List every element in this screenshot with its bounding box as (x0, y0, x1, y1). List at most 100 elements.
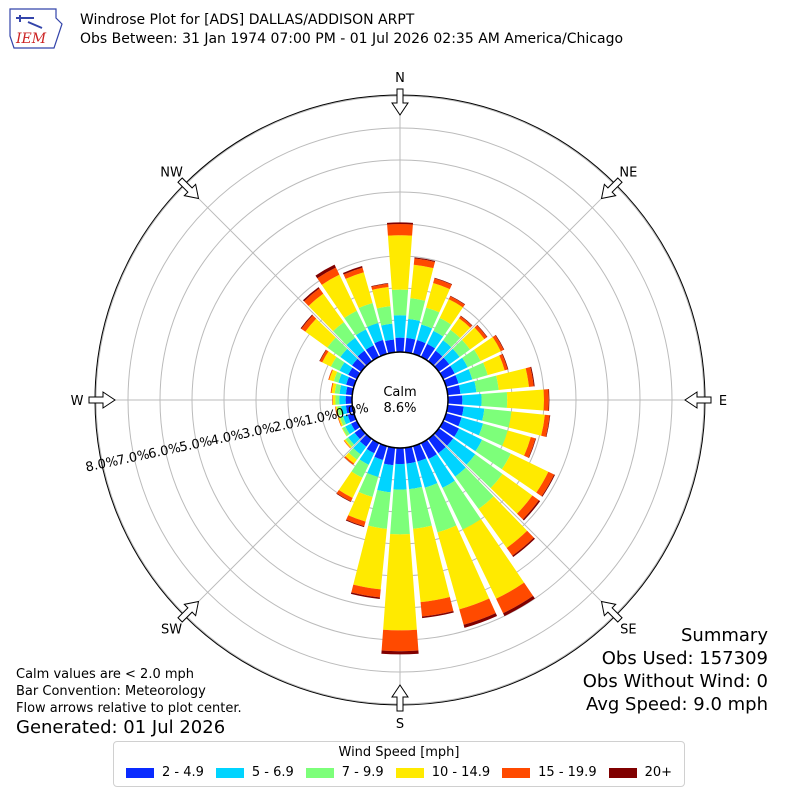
bar-segment (348, 432, 360, 445)
ring-label: 4.0% (209, 427, 244, 449)
bar-segment (355, 329, 374, 350)
bar-segment (383, 534, 417, 631)
bar-segment (447, 438, 476, 465)
bar-segment (468, 362, 488, 380)
bar-segment (448, 296, 465, 308)
bar-segment (386, 222, 414, 225)
bar-segment (353, 441, 367, 455)
bar-segment (302, 287, 320, 302)
grid-spoke (433, 183, 617, 367)
bar-segment (460, 315, 473, 326)
bar-segment (413, 339, 426, 357)
ring-label: 5.0% (178, 434, 213, 456)
bar-segment (351, 459, 369, 478)
bar-segment (446, 404, 464, 416)
bar-segment (340, 348, 358, 366)
bar-segment (495, 334, 505, 350)
legend-items: 2 - 4.9 5 - 6.9 7 - 9.9 10 - 14.9 15 - 19.9 2… (114, 765, 684, 780)
bar-segment (341, 427, 348, 437)
bar-segment (391, 289, 409, 316)
bar-segment (346, 515, 366, 527)
legend-item: 7 - 9.9 (305, 765, 384, 780)
bar-segment (443, 329, 461, 348)
bar-segment (512, 537, 535, 558)
bar-segment (333, 322, 356, 345)
bar-segment (343, 414, 351, 425)
ring-label: 1.0% (303, 407, 338, 429)
bar-segment (337, 417, 342, 427)
bar-segment (328, 369, 333, 380)
bar-segment (300, 314, 313, 329)
flow-arrows (88, 88, 712, 712)
bar-segment (345, 396, 353, 404)
svg-text:IEM: IEM (15, 31, 47, 47)
bar-segment (428, 434, 446, 454)
bar-segment (450, 295, 466, 305)
legend-swatch (305, 767, 334, 778)
direction-label: SW (161, 622, 182, 637)
summary-avg-speed: Avg Speed: 9.0 mph (586, 694, 768, 715)
bar-segment (372, 286, 391, 309)
bar-segment (413, 443, 427, 462)
bar-segment (545, 415, 551, 438)
calm-label: Calm (383, 385, 416, 400)
chart-title: Windrose Plot for [ADS] DALLAS/ADDISON A… (80, 11, 623, 49)
bar-segment (499, 354, 508, 371)
bar-segment (393, 463, 407, 490)
bar-segment (377, 463, 394, 493)
bar-segment (381, 629, 419, 652)
bar-segment (404, 446, 416, 464)
bar-segment (434, 277, 453, 285)
ring-label: 2.0% (272, 414, 307, 436)
direction-label: NE (619, 166, 637, 181)
bar-segment (344, 439, 352, 448)
bar-segment (478, 423, 508, 446)
bar-segment (345, 519, 365, 528)
ring-label: 7.0% (116, 447, 151, 469)
note-bar-convention: Bar Convention: Meteorology (16, 684, 206, 699)
bar-segment (344, 456, 355, 465)
ring-label: 0.0% (335, 401, 370, 423)
flow-arrow (684, 391, 712, 409)
bar-segment (446, 385, 461, 396)
legend-swatch (215, 767, 244, 778)
bar-segment (339, 385, 348, 395)
legend-label: 10 - 14.9 (431, 765, 491, 780)
bar-segment (439, 299, 463, 325)
bar-segment (496, 582, 534, 614)
note-flow-arrows: Flow arrows relative to plot center. (16, 701, 242, 716)
bar-segment (420, 596, 454, 617)
bar-segment (503, 595, 535, 617)
bar-segment (345, 386, 354, 396)
legend-swatch (395, 767, 424, 778)
bar-segment (345, 437, 355, 447)
bar-segment (490, 473, 533, 514)
bar-segment (482, 408, 512, 428)
bar-segment (443, 375, 459, 387)
windrose-bars (300, 222, 555, 655)
legend-title: Wind Speed [mph] (338, 745, 460, 760)
grid-spoke (183, 433, 367, 617)
bar-segment (424, 483, 457, 533)
bar-segment (383, 446, 396, 466)
bar-segment (417, 458, 438, 488)
flow-arrow (600, 177, 623, 200)
flow-arrow (600, 600, 623, 623)
bar-segment (330, 382, 334, 394)
legend: Wind Speed [mph] 2 - 4.9 5 - 6.9 7 - 9.9 10… (113, 741, 685, 787)
bar-segment (450, 318, 471, 339)
bar-segment (428, 454, 455, 488)
summary-obs-without-wind: Obs Without Wind: 0 (582, 671, 768, 692)
bar-segment (530, 366, 535, 387)
legend-swatch (502, 767, 531, 778)
bar-segment (458, 316, 473, 328)
legend-item: 5 - 6.9 (215, 765, 294, 780)
bar-segment (336, 489, 353, 502)
bar-segment (492, 335, 504, 352)
bar-segment (359, 448, 375, 465)
bar-segment (522, 500, 541, 521)
bar-segment (387, 224, 413, 236)
bar-segment (462, 519, 525, 599)
bar-segment (427, 330, 444, 349)
bar-segment (351, 358, 366, 372)
